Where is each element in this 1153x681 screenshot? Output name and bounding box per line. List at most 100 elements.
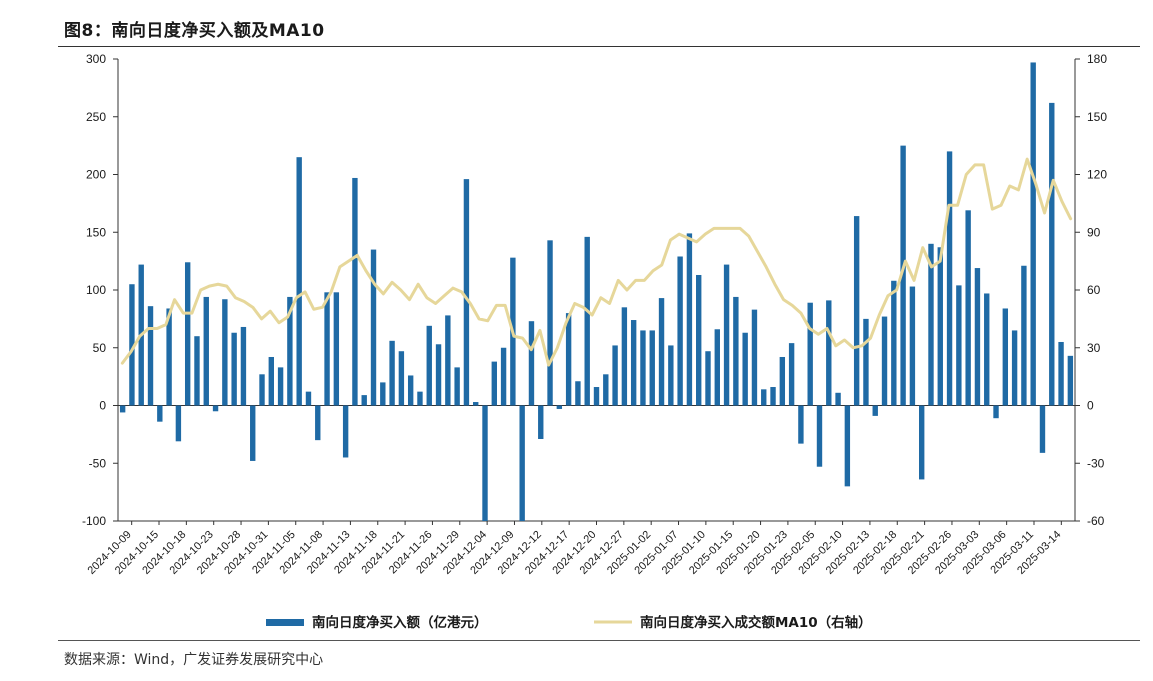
bar xyxy=(370,249,377,406)
bar xyxy=(965,210,971,406)
bar xyxy=(835,392,841,406)
bar xyxy=(984,293,990,406)
bar xyxy=(538,405,544,439)
bar xyxy=(630,320,637,406)
bar xyxy=(407,375,414,406)
bar xyxy=(649,330,655,406)
right-tick-label: -30 xyxy=(1087,456,1105,470)
bar xyxy=(240,326,247,406)
legend-swatch-bar xyxy=(266,619,304,626)
legend: 南向日度净买入额（亿港元） 南向日度净买入成交额MA10（右轴） xyxy=(266,614,872,631)
ma10-line-series xyxy=(120,157,1073,367)
bar xyxy=(417,391,423,406)
bar xyxy=(937,247,943,406)
title-divider xyxy=(58,46,1140,47)
bar xyxy=(259,374,265,406)
bar xyxy=(723,264,730,406)
bar xyxy=(380,382,386,406)
bar xyxy=(389,340,395,406)
left-tick-label: 150 xyxy=(86,225,106,239)
bar xyxy=(593,387,600,406)
bar xyxy=(584,236,590,406)
figure-title: 图8：南向日度净买入额及MA10 xyxy=(64,21,325,41)
left-tick-label: -100 xyxy=(82,514,106,528)
bar xyxy=(435,344,442,406)
bar xyxy=(250,405,256,461)
right-tick-label: 120 xyxy=(1087,168,1107,182)
bar xyxy=(157,405,163,422)
bar xyxy=(956,285,962,406)
bar xyxy=(658,298,665,406)
bar xyxy=(296,157,302,406)
right-tick-label: 150 xyxy=(1087,110,1107,124)
bar xyxy=(463,179,470,406)
bar xyxy=(696,274,702,406)
bar xyxy=(863,318,869,406)
bar xyxy=(119,405,126,413)
bar xyxy=(919,405,925,480)
bar xyxy=(166,308,172,406)
bar xyxy=(1030,62,1036,406)
bar xyxy=(640,330,646,406)
bar xyxy=(751,309,758,406)
bar xyxy=(714,329,720,406)
bar xyxy=(1011,330,1018,406)
bar xyxy=(491,361,497,406)
bar xyxy=(928,243,934,406)
bar xyxy=(287,296,293,406)
bar xyxy=(909,286,916,406)
bar xyxy=(184,262,191,406)
bar xyxy=(1039,405,1046,453)
bar xyxy=(222,299,228,406)
bar xyxy=(547,240,553,406)
bar xyxy=(212,405,219,412)
left-tick-label: 200 xyxy=(86,168,106,182)
bar xyxy=(519,405,525,521)
bar xyxy=(482,405,488,521)
axes-group xyxy=(113,58,1080,525)
bar xyxy=(900,145,906,406)
bar xyxy=(129,284,135,406)
right-tick-label: 30 xyxy=(1087,341,1101,355)
bar xyxy=(668,345,674,406)
bar xyxy=(315,405,321,441)
bar xyxy=(816,405,823,467)
bar xyxy=(203,296,209,406)
left-tick-label: 50 xyxy=(93,341,107,355)
bar xyxy=(761,389,767,406)
bar xyxy=(733,296,739,406)
bar xyxy=(686,233,693,406)
bar xyxy=(881,316,888,406)
bar-series xyxy=(119,62,1074,521)
bar xyxy=(445,315,451,406)
left-tick-label: -50 xyxy=(89,456,107,470)
ma10-line xyxy=(120,157,1073,367)
right-tick-label: 180 xyxy=(1087,52,1107,66)
bar xyxy=(305,391,312,406)
tick-labels: -100 -50 0 50 100 150 200 250 300 -60 -30 0 30 60 90 12… xyxy=(82,52,1107,577)
bar xyxy=(853,216,860,406)
bar xyxy=(556,405,563,409)
bar xyxy=(1058,341,1064,406)
bar xyxy=(333,292,340,406)
bar xyxy=(277,367,284,406)
left-tick-label: 250 xyxy=(86,110,106,124)
bar xyxy=(603,374,609,406)
bar xyxy=(1021,265,1027,406)
bar xyxy=(147,306,154,406)
bar xyxy=(528,321,535,406)
bar xyxy=(705,351,711,406)
bar xyxy=(872,405,878,416)
left-tick-label: 100 xyxy=(86,283,106,297)
bar xyxy=(826,300,832,406)
bar xyxy=(398,351,405,406)
bar xyxy=(454,367,460,406)
bar xyxy=(324,292,330,406)
bar xyxy=(231,332,237,406)
left-tick-label: 300 xyxy=(86,52,106,66)
bar xyxy=(268,356,274,406)
bar xyxy=(779,356,786,406)
bar xyxy=(946,151,953,406)
bar xyxy=(844,405,851,487)
chart: -100 -50 0 50 100 150 200 250 300 -60 -30 0 30 60 90 12… xyxy=(82,52,1107,631)
